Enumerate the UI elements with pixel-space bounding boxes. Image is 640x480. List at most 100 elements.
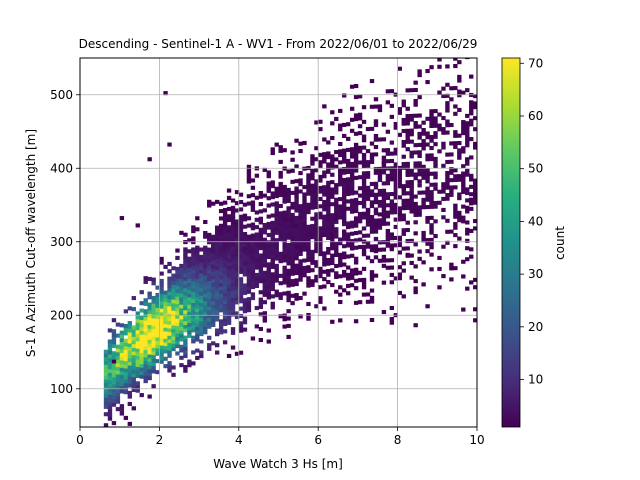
heatmap-cell — [286, 250, 291, 255]
heatmap-cell — [318, 127, 323, 132]
heatmap-cell — [226, 269, 232, 274]
heatmap-cell — [127, 357, 133, 362]
heatmap-cell — [107, 361, 113, 366]
heatmap-cell — [151, 306, 156, 312]
heatmap-cell — [111, 402, 117, 407]
heatmap-cell — [143, 320, 148, 325]
heatmap-cell — [405, 202, 410, 207]
heatmap-cell — [465, 121, 470, 126]
heatmap-cell — [111, 395, 117, 400]
heatmap-cell — [373, 255, 379, 260]
heatmap-cell — [437, 58, 442, 62]
heatmap-cell — [171, 343, 176, 348]
heatmap-cell — [151, 329, 156, 334]
heatmap-cell — [433, 120, 438, 125]
heatmap-cell — [250, 292, 256, 297]
heatmap-cell — [195, 333, 200, 338]
chart-title: Descending - Sentinel-1 A - WV1 - From 2… — [79, 37, 478, 51]
heatmap-cell — [465, 187, 470, 192]
heatmap-cell — [405, 165, 410, 170]
heatmap-cell — [290, 179, 295, 184]
heatmap-cell — [139, 301, 144, 306]
heatmap-cell — [195, 227, 200, 232]
heatmap-cell — [218, 253, 224, 258]
heatmap-cell — [437, 127, 442, 132]
heatmap-cell — [107, 372, 113, 377]
heatmap-cell — [310, 216, 315, 221]
heatmap-cell — [207, 276, 212, 282]
heatmap-cell — [218, 286, 224, 291]
heatmap-cell — [361, 119, 367, 124]
heatmap-cell — [429, 193, 434, 198]
heatmap-cell — [298, 229, 303, 234]
heatmap-cell — [226, 298, 232, 303]
heatmap-cell — [294, 190, 299, 195]
colorbar-tick-label: 40 — [528, 214, 543, 228]
heatmap-cell — [214, 306, 220, 311]
heatmap-cell — [318, 189, 323, 194]
heatmap-cell — [413, 242, 418, 247]
heatmap-cell — [179, 300, 184, 305]
heatmap-cell — [425, 142, 430, 147]
heatmap-cell — [441, 182, 446, 187]
heatmap-cell — [270, 231, 275, 236]
heatmap-cell — [242, 243, 248, 248]
heatmap-cell — [425, 193, 430, 199]
heatmap-cell — [175, 314, 180, 319]
heatmap-cell — [429, 190, 434, 195]
heatmap-cell — [250, 255, 256, 260]
heatmap-cell — [139, 337, 144, 342]
heatmap-cell — [445, 159, 450, 165]
heatmap-cell — [111, 318, 117, 323]
heatmap-cell — [139, 359, 144, 365]
heatmap-cell — [449, 170, 454, 175]
heatmap-cell — [473, 141, 477, 146]
heatmap-cell — [207, 232, 212, 237]
heatmap-cell — [107, 357, 113, 362]
heatmap-cell — [338, 149, 343, 154]
heatmap-cell — [314, 219, 319, 224]
heatmap-cell — [326, 258, 331, 263]
heatmap-cell — [147, 313, 152, 318]
heatmap-cell — [151, 354, 156, 359]
heatmap-cell — [274, 241, 279, 246]
heatmap-cell — [254, 283, 260, 289]
heatmap-cell — [155, 370, 160, 375]
heatmap-cell — [139, 393, 144, 398]
heatmap-cell — [433, 182, 438, 187]
heatmap-cell — [282, 199, 287, 204]
heatmap-cell — [207, 258, 212, 263]
heatmap-cell — [246, 282, 252, 287]
heatmap-cell — [314, 204, 319, 210]
heatmap-cell — [111, 329, 117, 334]
heatmap-cell — [405, 172, 410, 177]
heatmap-cell — [322, 269, 327, 274]
heatmap-cell — [397, 235, 402, 240]
heatmap-cell — [187, 300, 192, 305]
heatmap-cell — [258, 220, 264, 225]
heatmap-cell — [159, 289, 164, 295]
heatmap-cell — [369, 156, 375, 161]
heatmap-cell — [397, 107, 402, 112]
heatmap-cell — [195, 304, 200, 309]
heatmap-cell — [338, 108, 343, 113]
heatmap-cell — [413, 323, 418, 328]
heatmap-cell — [222, 230, 228, 235]
heatmap-cell — [425, 179, 430, 184]
heatmap-cell — [179, 348, 184, 353]
heatmap-cell — [369, 104, 375, 109]
heatmap-cell — [338, 292, 343, 297]
heatmap-cell — [298, 296, 303, 301]
heatmap-cell — [409, 187, 414, 192]
heatmap-cell — [389, 169, 395, 175]
heatmap-cell — [226, 353, 232, 358]
heatmap-cell — [345, 188, 351, 193]
heatmap-cell — [381, 192, 387, 197]
heatmap-cell — [298, 226, 303, 231]
heatmap-cell — [119, 374, 125, 379]
heatmap-cell — [445, 178, 450, 183]
heatmap-cell — [214, 232, 220, 237]
heatmap-cell — [218, 293, 224, 298]
heatmap-cell — [195, 252, 200, 258]
x-tick-label: 8 — [394, 433, 402, 447]
